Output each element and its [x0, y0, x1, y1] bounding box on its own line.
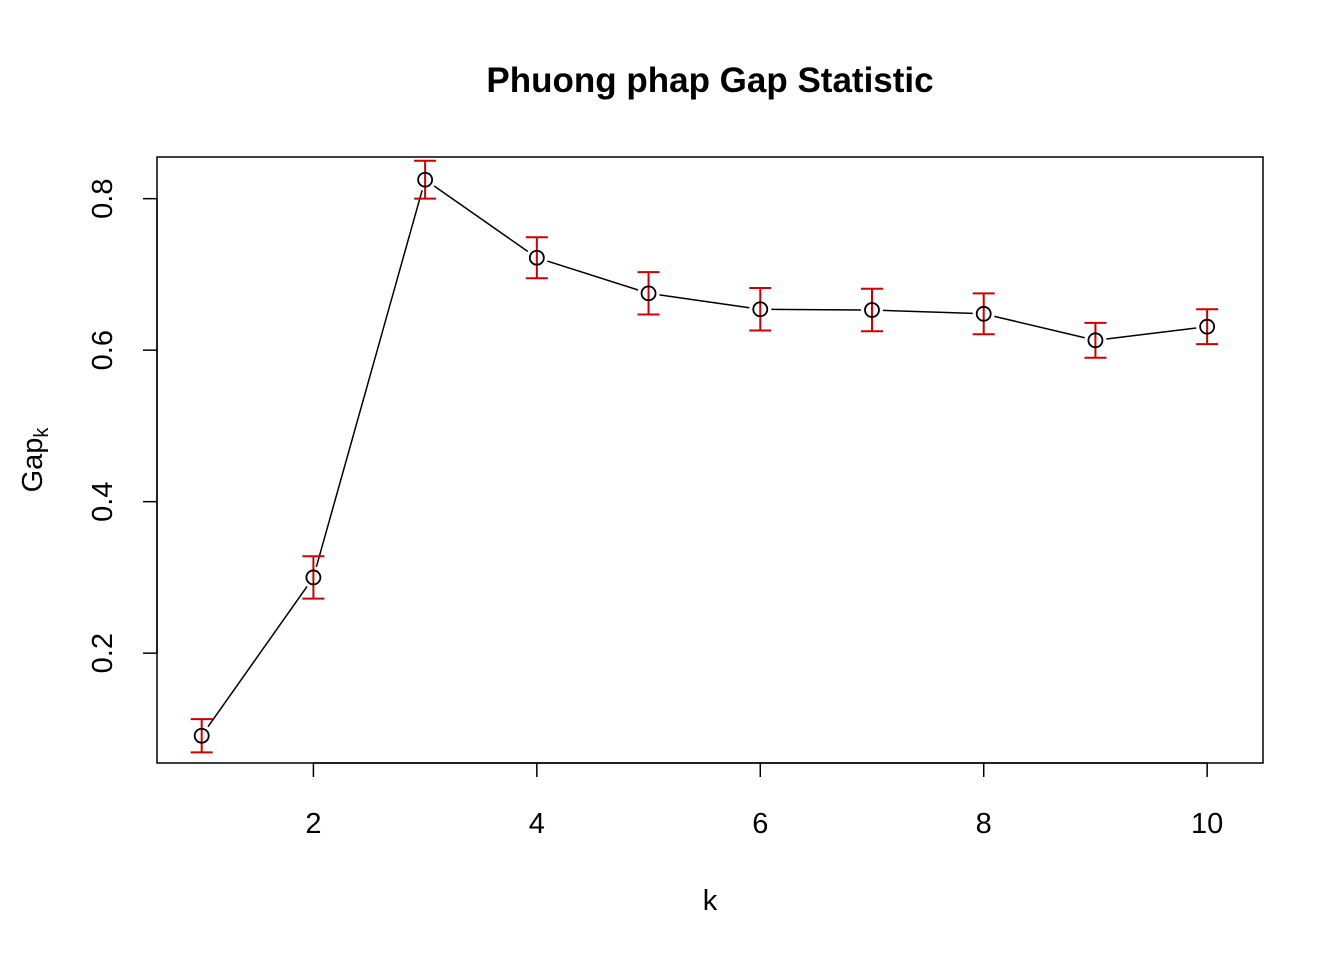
- x-tick-label: 10: [1191, 808, 1223, 840]
- data-point: [1199, 318, 1216, 335]
- line-segment: [1106, 327, 1197, 340]
- error-bar: [972, 292, 995, 336]
- line-segment: [882, 309, 973, 315]
- data-point: [193, 727, 210, 744]
- error-bar: [414, 159, 437, 200]
- x-tick-label: 4: [529, 808, 545, 840]
- y-tick-label: 0.4: [87, 481, 119, 521]
- data-point: [975, 305, 992, 322]
- y-axis-title: Gapk: [17, 427, 53, 493]
- series-line: [207, 185, 1197, 728]
- y-axis-title-subscript: k: [31, 427, 53, 438]
- data-point: [305, 569, 322, 586]
- y-tick-label: 0.2: [87, 633, 119, 673]
- error-bars: [190, 159, 1219, 754]
- y-tick-label: 0.8: [87, 178, 119, 218]
- error-bar: [190, 718, 213, 754]
- error-bar: [637, 271, 660, 316]
- data-point: [752, 301, 769, 318]
- error-bar: [1084, 321, 1107, 359]
- x-axis: 2 4 6 8 10: [305, 762, 1223, 840]
- line-segment: [433, 185, 529, 253]
- data-point: [1087, 332, 1104, 349]
- y-axis-title-main: Gap: [17, 438, 49, 493]
- data-points: [193, 171, 1216, 744]
- x-tick-label: 8: [976, 808, 992, 840]
- error-bar: [749, 287, 772, 332]
- line-segment: [994, 315, 1085, 339]
- line-segment: [771, 308, 861, 311]
- y-tick-label: 0.6: [87, 330, 119, 370]
- error-bar: [302, 555, 325, 600]
- data-point: [640, 285, 657, 302]
- x-axis-title: k: [703, 885, 718, 917]
- line-segment: [659, 294, 750, 309]
- x-tick-label: 6: [752, 808, 768, 840]
- error-bar: [1196, 308, 1219, 346]
- error-bar: [860, 287, 883, 333]
- line-segment: [207, 585, 308, 728]
- chart-title: Phuong phap Gap Statistic: [486, 61, 933, 100]
- line-segment: [315, 190, 423, 568]
- y-axis: 0.2 0.4 0.6 0.8: [87, 178, 158, 673]
- line-segment: [547, 260, 639, 291]
- data-point: [417, 171, 434, 188]
- data-point: [864, 302, 880, 318]
- data-point: [528, 249, 545, 266]
- x-tick-label: 2: [305, 808, 321, 840]
- error-bar: [525, 236, 548, 280]
